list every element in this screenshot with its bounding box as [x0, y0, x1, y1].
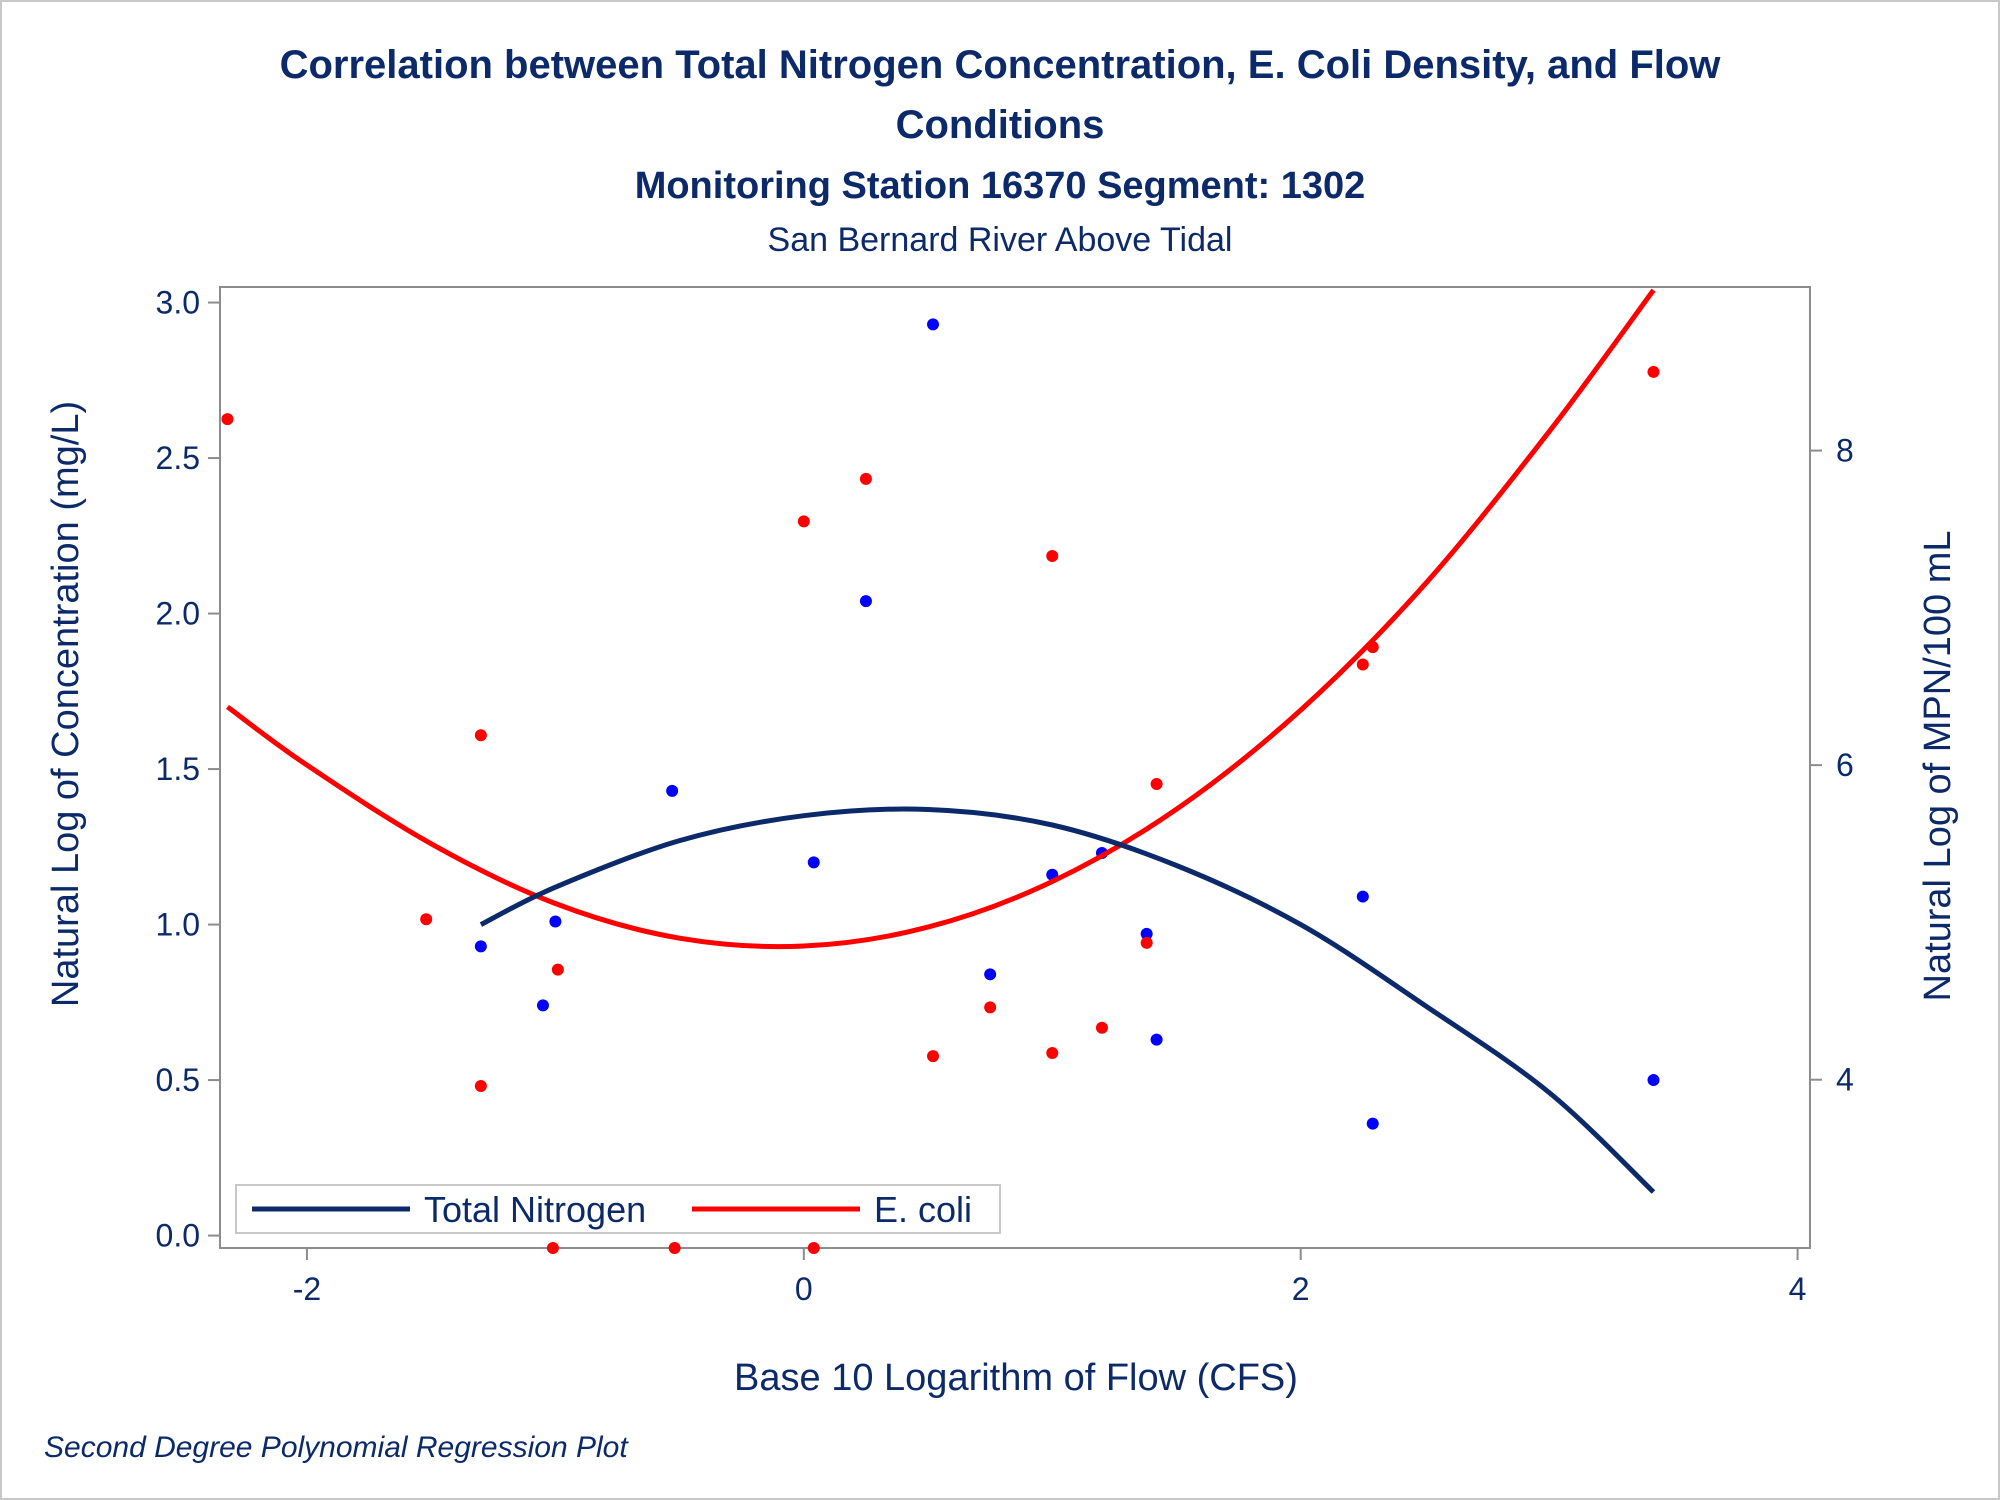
- ecoli-point: [1140, 936, 1153, 949]
- ecoli-point: [1095, 1021, 1108, 1034]
- ecoli-fit-line: [226, 288, 1656, 950]
- x-tick-label: 4: [1789, 1271, 1807, 1307]
- ecoli-point: [420, 913, 433, 926]
- y2-tick-label: 8: [1836, 433, 1854, 469]
- x-axis-label: Base 10 Logarithm of Flow (CFS): [734, 1357, 1298, 1399]
- total-nitrogen-point: [1647, 1074, 1660, 1087]
- x-tick-label: -2: [293, 1271, 321, 1307]
- ecoli-point: [797, 515, 810, 528]
- ecoli-point: [1150, 778, 1163, 791]
- y2-tick-label: 4: [1836, 1062, 1854, 1098]
- y-tick-label: 0.0: [156, 1218, 200, 1254]
- ecoli-point: [927, 1050, 940, 1063]
- ecoli-point: [1046, 1046, 1059, 1059]
- total-nitrogen-point: [536, 999, 549, 1012]
- legend-label-total-nitrogen: Total Nitrogen: [424, 1189, 646, 1230]
- x-tick-label: 2: [1292, 1271, 1310, 1307]
- total-nitrogen-point: [859, 595, 872, 608]
- y-tick-label: 2.0: [156, 596, 200, 632]
- y-tick-label: 1.0: [156, 907, 200, 943]
- footnote: Second Degree Polynomial Regression Plot: [44, 1431, 629, 1464]
- total-nitrogen-point: [1150, 1033, 1163, 1046]
- total-nitrogen-point: [984, 968, 997, 981]
- ecoli-point: [859, 472, 872, 485]
- legend: Total Nitrogen E. coli: [235, 1184, 1001, 1234]
- chart-subtitle-2: San Bernard River Above Tidal: [768, 221, 1233, 259]
- y2-axis-label: Natural Log of MPN/100 mL: [1917, 530, 1959, 1001]
- ecoli-point: [474, 729, 487, 742]
- plot-frame: [219, 286, 1811, 1249]
- y-tick-label: 1.5: [156, 751, 200, 787]
- total-nitrogen-fit-line: [479, 806, 1656, 1194]
- ecoli-point: [668, 1242, 681, 1254]
- y-tick-label: 0.5: [156, 1062, 200, 1098]
- total-nitrogen-point: [1366, 1117, 1379, 1130]
- total-nitrogen-point: [474, 940, 487, 953]
- chart-subtitle: Monitoring Station 16370 Segment: 1302: [635, 165, 1366, 207]
- ecoli-point: [984, 1001, 997, 1014]
- ecoli-point: [1356, 658, 1369, 671]
- ecoli-point: [807, 1242, 820, 1254]
- total-nitrogen-point: [1140, 927, 1153, 940]
- ecoli-point: [551, 963, 564, 976]
- plot-area: 0.0 0.5 1.0 1.5 2.0 2.5 3.0 4 6 8 -2 0 2 4: [156, 285, 1854, 1307]
- ecoli-point: [221, 413, 234, 426]
- total-nitrogen-point: [807, 856, 820, 869]
- ecoli-point: [474, 1079, 487, 1092]
- chart-title-line1: Correlation between Total Nitrogen Conce…: [280, 43, 1722, 87]
- ecoli-point: [1046, 549, 1059, 562]
- total-nitrogen-point: [1356, 890, 1369, 903]
- y2-tick-label: 6: [1836, 747, 1854, 783]
- x-tick-label: 0: [795, 1271, 813, 1307]
- total-nitrogen-point: [666, 784, 679, 797]
- ecoli-point: [1647, 365, 1660, 378]
- y-tick-label: 2.5: [156, 440, 200, 476]
- y-tick-label: 3.0: [156, 285, 200, 321]
- total-nitrogen-point: [549, 915, 562, 928]
- legend-label-ecoli: E. coli: [874, 1189, 972, 1230]
- y-axis-label: Natural Log of Concentration (mg/L): [45, 401, 87, 1007]
- total-nitrogen-point: [927, 318, 940, 331]
- chart-title-line2: Conditions: [896, 103, 1105, 147]
- ecoli-point: [546, 1242, 559, 1254]
